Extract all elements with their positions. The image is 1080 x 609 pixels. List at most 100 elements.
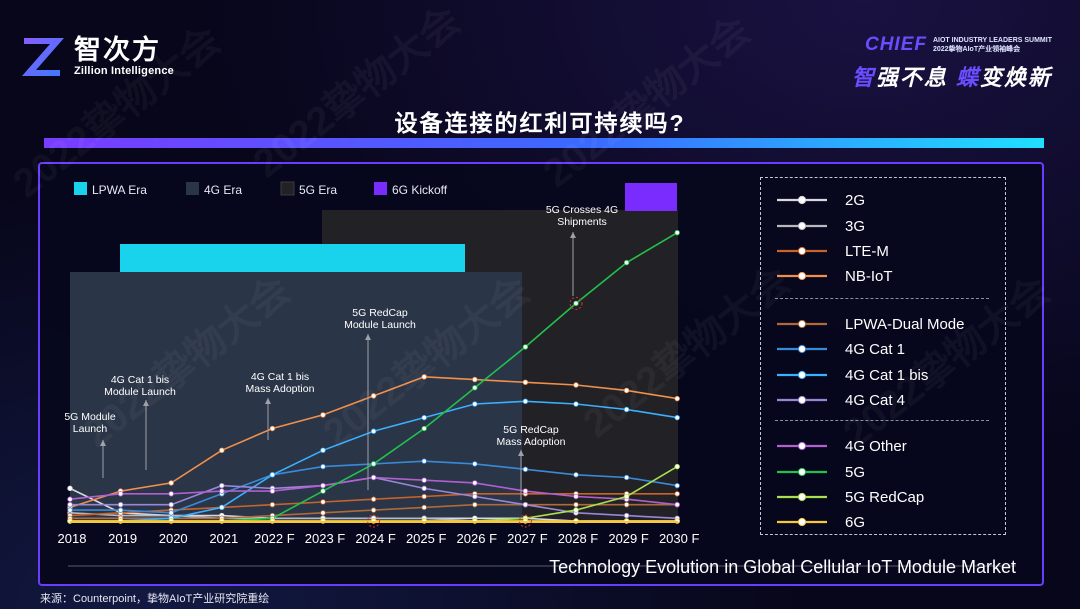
logo-chinese-name: 智次方 xyxy=(74,35,161,65)
annotation-text: Module Launch xyxy=(344,319,416,331)
data-point xyxy=(522,488,529,494)
annotation-text: Launch xyxy=(73,423,108,435)
legend-label: 4G Cat 1 bis xyxy=(845,366,929,384)
data-point xyxy=(623,501,630,508)
annotation-text: 5G Crosses 4G xyxy=(546,204,618,216)
annotation-text: Mass Adoption xyxy=(497,436,566,448)
era-legend-label: 4G Era xyxy=(204,183,242,197)
data-point xyxy=(674,501,680,508)
legend-item: 4G Other xyxy=(777,436,907,456)
x-tick-label: 2018 xyxy=(58,531,87,546)
legend-label: 2G xyxy=(845,191,866,209)
annotation-text: 4G Cat 1 bis xyxy=(251,371,309,383)
data-point xyxy=(117,501,124,508)
era-legend-swatch xyxy=(74,182,87,195)
data-point xyxy=(623,493,630,500)
era-legend-swatch xyxy=(280,181,295,196)
data-point xyxy=(370,496,377,502)
data-point xyxy=(320,447,326,453)
highlight-marker xyxy=(367,514,381,528)
data-point xyxy=(320,463,326,470)
legend-label: 4G Cat 1 xyxy=(845,340,906,358)
data-point xyxy=(522,344,529,350)
data-point xyxy=(320,499,326,505)
data-point xyxy=(623,512,630,519)
data-point xyxy=(370,461,377,467)
annotation-arrowhead xyxy=(518,450,524,456)
data-point xyxy=(370,474,377,481)
legend-item: LPWA-Dual Mode xyxy=(777,314,965,334)
legend-divider xyxy=(775,420,989,421)
data-point xyxy=(219,482,225,489)
page-title: 设备连接的红利可持续吗? xyxy=(394,110,686,136)
title-gradient-bar xyxy=(44,138,1044,148)
data-point xyxy=(168,480,174,486)
annotation-arrowhead xyxy=(265,398,271,404)
data-point xyxy=(168,510,174,516)
data-point xyxy=(674,229,680,236)
data-point xyxy=(674,482,680,489)
x-tick-label: 2025 F xyxy=(406,531,447,546)
data-point xyxy=(370,428,377,434)
data-point xyxy=(522,379,529,385)
data-point xyxy=(421,425,427,432)
data-point xyxy=(219,488,225,494)
data-point xyxy=(522,501,529,508)
data-point xyxy=(370,507,377,513)
data-point xyxy=(623,474,630,481)
legend-swatch xyxy=(777,319,827,329)
chart-title: Technology Evolution in Global Cellular … xyxy=(549,557,1016,577)
legend-item: 5G RedCap xyxy=(777,487,924,507)
data-point xyxy=(67,501,73,508)
legend-swatch xyxy=(777,370,827,380)
legend-swatch xyxy=(777,492,827,502)
data-point xyxy=(573,382,579,388)
data-point xyxy=(269,501,276,508)
era-legend-label: LPWA Era xyxy=(92,183,147,197)
legend-label: 6G xyxy=(845,513,866,531)
annotation-arrowhead xyxy=(143,400,149,406)
data-point xyxy=(573,493,579,500)
legend-item: 6G xyxy=(777,512,865,532)
data-point xyxy=(269,425,276,432)
legend-label: 3G xyxy=(845,217,866,235)
data-point xyxy=(573,472,579,478)
legend-swatch xyxy=(777,467,827,477)
highlight-marker xyxy=(518,514,532,528)
data-point xyxy=(674,414,680,421)
x-tick-label: 2022 F xyxy=(254,531,295,546)
data-point xyxy=(522,398,529,405)
x-tick-label: 2026 F xyxy=(457,531,498,546)
legend-label: NB-IoT xyxy=(845,267,893,285)
data-point xyxy=(219,504,225,511)
data-point xyxy=(320,482,326,489)
legend-label: LTE-M xyxy=(845,242,889,260)
data-point xyxy=(421,504,427,511)
legend-swatch xyxy=(777,395,827,405)
data-point xyxy=(472,401,478,407)
data-point xyxy=(67,496,73,502)
data-point xyxy=(67,485,73,492)
data-point xyxy=(269,472,276,478)
event-name: CHIEF xyxy=(864,34,927,55)
legend-item: NB-IoT xyxy=(777,266,893,286)
data-point xyxy=(674,491,680,497)
data-point xyxy=(472,501,478,508)
legend-swatch xyxy=(777,517,827,527)
legend-swatch xyxy=(777,221,827,231)
event-subtitle-en: AIOT INDUSTRY LEADERS SUMMIT xyxy=(932,37,1052,44)
annotation-text: Module Launch xyxy=(104,386,176,398)
annotation-text: 4G Cat 1 bis xyxy=(111,374,169,386)
data-point xyxy=(623,259,630,266)
legend-swatch xyxy=(777,195,827,205)
event-subtitle-cn: 2022挚物AIoT产业领袖峰会 xyxy=(932,46,1021,53)
data-point xyxy=(522,466,529,473)
annotation-text: 5G Module xyxy=(64,411,116,423)
legend-item: 4G Cat 4 xyxy=(777,390,905,410)
data-point xyxy=(219,447,225,453)
data-point xyxy=(370,393,377,399)
legend-item: LTE-M xyxy=(777,241,889,261)
data-point xyxy=(67,507,73,513)
data-point xyxy=(674,395,680,402)
data-point xyxy=(168,491,174,497)
